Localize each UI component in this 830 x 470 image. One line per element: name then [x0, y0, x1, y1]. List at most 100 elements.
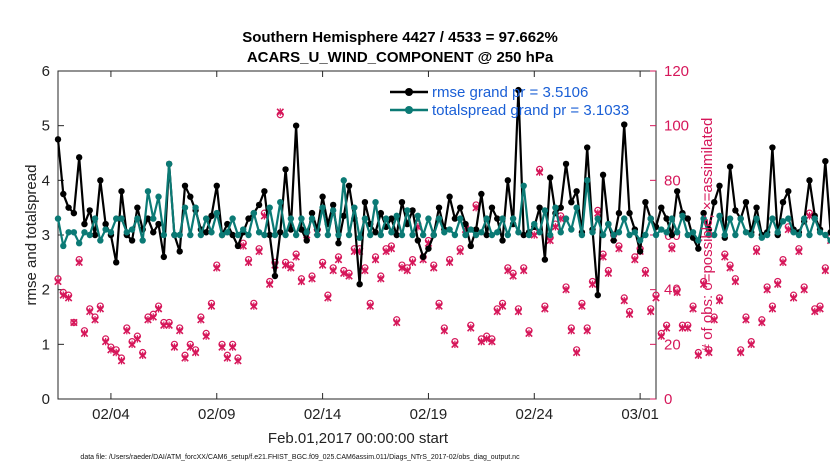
- obs-assimilated-point: [403, 266, 412, 275]
- obs-assimilated-point: [731, 277, 740, 286]
- totalspread-point: [234, 231, 242, 239]
- totalspread-point: [303, 229, 310, 236]
- obs-assimilated-point: [128, 340, 136, 349]
- obs-assimilated-point: [773, 280, 782, 288]
- obs-assimilated-point: [752, 247, 761, 256]
- obs-assimilated-point: [408, 258, 417, 267]
- rmse-point: [673, 188, 681, 195]
- rmse-point: [435, 204, 443, 211]
- totalspread-point: [668, 215, 676, 222]
- totalspread-point: [584, 177, 591, 184]
- totalspread-point: [663, 229, 670, 236]
- totalspread-point: [419, 231, 427, 239]
- totalspread-point: [335, 231, 342, 239]
- totalspread-point: [504, 231, 512, 239]
- rmse-point: [75, 154, 83, 161]
- rmse-point: [536, 204, 543, 211]
- obs-assimilated-point: [440, 326, 449, 335]
- rmse-point: [451, 215, 459, 222]
- obs-assimilated-point: [583, 326, 591, 335]
- y2-tick-label: 80: [664, 172, 681, 189]
- rmse-point: [292, 122, 300, 129]
- obs-assimilated-point: [223, 354, 232, 362]
- rmse-point: [134, 204, 141, 211]
- obs-assimilated-point: [588, 280, 597, 288]
- totalspread-point: [769, 215, 776, 222]
- obs-assimilated-point: [578, 302, 586, 310]
- obs-assimilated-point: [138, 351, 147, 360]
- totalspread-point: [658, 226, 665, 233]
- rmse-point: [568, 199, 575, 206]
- totalspread-point: [382, 215, 390, 222]
- rmse-point: [769, 144, 776, 151]
- rmse-point: [128, 237, 136, 244]
- totalspread-point: [531, 220, 538, 228]
- totalspread-point: [509, 215, 517, 222]
- obs-assimilated-point: [91, 315, 99, 324]
- obs-assimilated-point: [456, 247, 464, 256]
- obs-assimilated-point: [181, 354, 189, 362]
- rmse-point: [562, 160, 570, 168]
- rmse-point: [546, 174, 554, 181]
- x-tick-label: 02/09: [198, 406, 236, 423]
- obs-assimilated-point: [101, 337, 110, 346]
- footnote-data-file: data file: /Users/raeder/DAI/ATM_forcXX/…: [80, 454, 520, 461]
- obs-assimilated-point: [710, 315, 718, 324]
- rmse-point: [488, 204, 496, 211]
- obs-assimilated-point: [202, 332, 210, 340]
- totalspread-point: [91, 215, 99, 222]
- rmse-point: [287, 226, 295, 233]
- obs-assimilated-point: [641, 269, 650, 278]
- legend-spread-label: totalspread grand pr = 3.1033: [432, 102, 629, 119]
- totalspread-point: [615, 229, 623, 236]
- obs-assimilated-point: [377, 274, 385, 283]
- obs-assimilated-point: [75, 258, 83, 267]
- totalspread-point: [134, 215, 141, 222]
- obs-assimilated-point: [736, 348, 745, 357]
- totalspread-point: [282, 231, 289, 239]
- obs-assimilated-point: [620, 296, 629, 305]
- obs-assimilated-point: [297, 277, 306, 286]
- obs-assimilated-point: [133, 335, 142, 343]
- totalspread-point: [557, 229, 564, 236]
- rmse-point: [398, 199, 406, 206]
- totalspread-point: [700, 215, 707, 222]
- totalspread-point: [181, 204, 189, 211]
- x-axis: 02/04 02/09 02/14 02/19 02/24 03/01: [92, 71, 659, 423]
- obs-assimilated-point: [80, 329, 89, 338]
- obs-assimilated-point: [662, 324, 671, 332]
- obs-assimilated-point: [525, 329, 533, 338]
- totalspread-point: [292, 231, 300, 239]
- obs-assimilated-point: [742, 315, 750, 324]
- totalspread-point: [65, 229, 72, 236]
- totalspread-point: [277, 199, 284, 206]
- totalspread-point: [748, 231, 755, 239]
- totalspread-point: [546, 231, 554, 239]
- totalspread-point: [451, 231, 459, 239]
- totalspread-point: [208, 229, 215, 236]
- obs-assimilated-point: [276, 108, 285, 116]
- rmse-point: [86, 207, 93, 214]
- totalspread-point: [113, 215, 120, 222]
- obs-assimilated-point: [567, 326, 576, 335]
- obs-assimilated-point: [329, 266, 337, 275]
- totalspread-point: [409, 231, 416, 239]
- totalspread-point: [372, 199, 379, 206]
- rmse-point: [753, 204, 760, 211]
- totalspread-point: [356, 234, 363, 241]
- x-tick-label: 02/19: [410, 406, 448, 423]
- totalspread-point: [721, 231, 728, 239]
- rmse-point: [462, 220, 469, 228]
- totalspread-point: [202, 215, 210, 222]
- obs-assimilated-point: [646, 307, 655, 316]
- obs-assimilated-point: [805, 212, 814, 220]
- totalspread-point: [631, 229, 639, 236]
- rmse-point: [266, 231, 273, 239]
- obs-assimilated-point: [657, 332, 666, 340]
- legend-rmse-marker: [405, 88, 413, 96]
- totalspread-point: [155, 193, 162, 200]
- rmse-point: [584, 144, 591, 151]
- totalspread-point: [467, 226, 474, 233]
- totalspread-point: [737, 215, 744, 222]
- y2-tick-label: 100: [664, 118, 689, 135]
